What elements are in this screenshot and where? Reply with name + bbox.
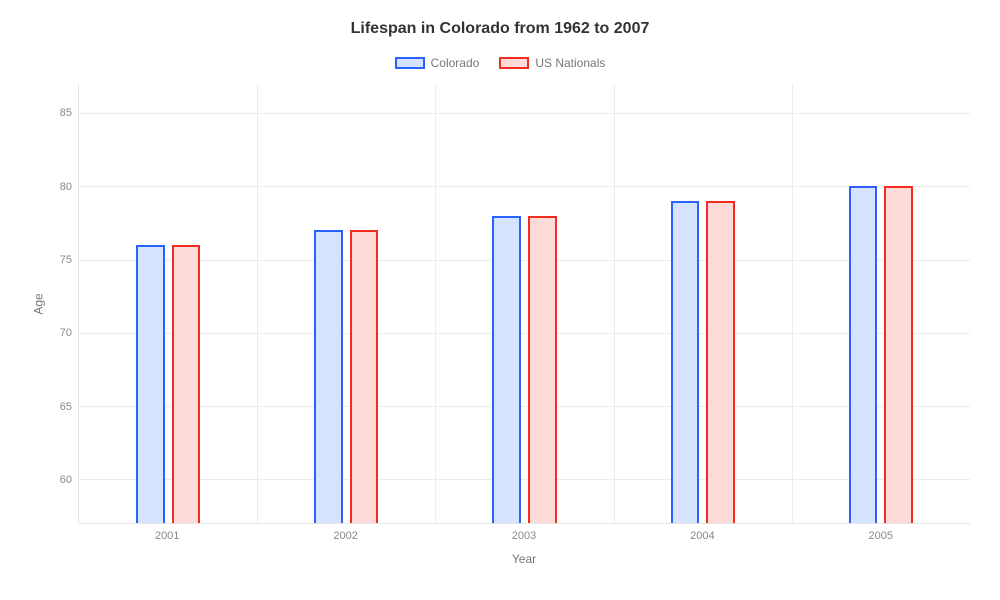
chart-title: Lifespan in Colorado from 1962 to 2007	[30, 20, 970, 38]
y-tick: 80	[60, 181, 72, 193]
x-tick: 2003	[512, 530, 536, 542]
gridline-horizontal	[79, 113, 970, 114]
y-axis-label: Age	[32, 293, 46, 314]
bar[interactable]	[350, 230, 379, 523]
legend-swatch-colorado	[395, 57, 425, 69]
x-tick: 2002	[333, 530, 357, 542]
bar[interactable]	[528, 216, 557, 523]
gridline-vertical	[257, 84, 258, 523]
y-tick: 85	[60, 107, 72, 119]
x-tick: 2005	[869, 530, 893, 542]
legend-item-usnationals[interactable]: US Nationals	[499, 56, 605, 70]
gridline-horizontal	[79, 260, 970, 261]
gridline-horizontal	[79, 333, 970, 334]
chart-container: Lifespan in Colorado from 1962 to 2007 C…	[0, 0, 1000, 600]
bar[interactable]	[884, 186, 913, 523]
bar[interactable]	[671, 201, 700, 523]
bar[interactable]	[314, 230, 343, 523]
y-tick: 75	[60, 254, 72, 266]
legend-label-usnationals: US Nationals	[535, 56, 605, 70]
bar[interactable]	[849, 186, 878, 523]
plot-area: Age 60 65 70 75 80 85	[30, 84, 970, 524]
gridline-horizontal	[79, 406, 970, 407]
y-tick: 60	[60, 474, 72, 486]
legend-label-colorado: Colorado	[431, 56, 480, 70]
y-tick: 70	[60, 327, 72, 339]
bar[interactable]	[172, 245, 201, 523]
plot	[78, 84, 970, 524]
gridline-vertical	[614, 84, 615, 523]
legend-swatch-usnationals	[499, 57, 529, 69]
gridline-vertical	[435, 84, 436, 523]
x-axis: 2001 2002 2003 2004 2005 Year	[78, 524, 970, 570]
bar[interactable]	[706, 201, 735, 523]
bar[interactable]	[492, 216, 521, 523]
x-tick: 2001	[155, 530, 179, 542]
x-axis-label: Year	[512, 552, 536, 566]
y-tick: 65	[60, 401, 72, 413]
gridline-vertical	[792, 84, 793, 523]
legend-item-colorado[interactable]: Colorado	[395, 56, 480, 70]
legend: Colorado US Nationals	[30, 56, 970, 70]
y-axis: Age 60 65 70 75 80 85	[30, 84, 78, 524]
x-tick: 2004	[690, 530, 714, 542]
gridline-horizontal	[79, 479, 970, 480]
gridline-horizontal	[79, 186, 970, 187]
bar[interactable]	[136, 245, 165, 523]
